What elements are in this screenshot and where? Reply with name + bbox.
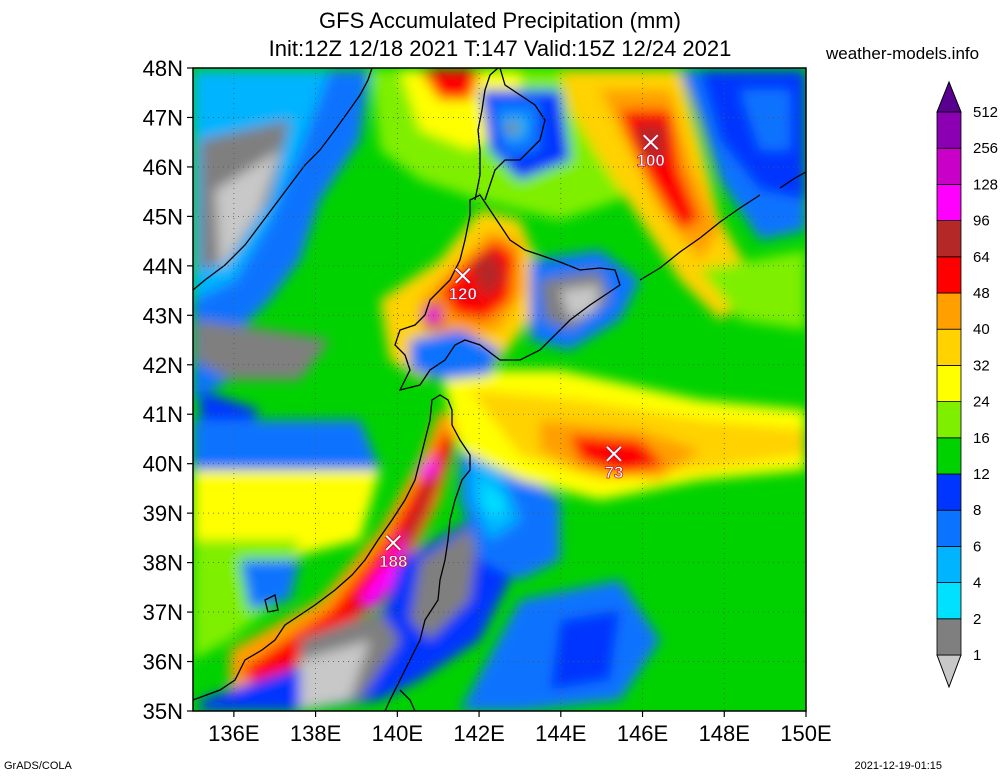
colorbar-segment bbox=[936, 147, 962, 185]
colorbar-label: 64 bbox=[973, 249, 990, 266]
y-tick-label: 46N bbox=[143, 155, 183, 180]
maxima-markers: 188 120 100 73 bbox=[379, 133, 665, 571]
y-tick-label: 44N bbox=[143, 254, 183, 279]
y-tick-label: 39N bbox=[143, 501, 183, 526]
colorbar-segment bbox=[936, 364, 962, 402]
colorbar-segment bbox=[936, 473, 962, 511]
colorbar-segment bbox=[936, 292, 962, 330]
colorbar-label: 24 bbox=[973, 394, 990, 411]
y-tick-label: 37N bbox=[143, 600, 183, 625]
colorbar-segment bbox=[936, 328, 962, 366]
y-tick-label: 38N bbox=[143, 551, 183, 576]
colorbar-max-arrow bbox=[936, 80, 962, 113]
x-tick-label: 144E bbox=[535, 721, 586, 746]
source-label: weather-models.info bbox=[826, 44, 980, 63]
colorbar-segment bbox=[936, 220, 962, 258]
maximum-value: 100 bbox=[637, 151, 665, 170]
x-tick-label: 138E bbox=[290, 721, 341, 746]
colorbar-label: 1 bbox=[973, 647, 981, 664]
colorbar-segment bbox=[936, 256, 962, 294]
colorbar-label: 96 bbox=[973, 213, 990, 230]
coastlines bbox=[193, 68, 806, 711]
colorbar-label: 40 bbox=[973, 321, 990, 338]
y-tick-label: 42N bbox=[143, 353, 183, 378]
footer-timestamp: 2021-12-19-01:15 bbox=[854, 760, 942, 772]
y-tick-label: 40N bbox=[143, 452, 183, 477]
x-tick-label: 140E bbox=[372, 721, 423, 746]
x-tick-label: 146E bbox=[617, 721, 668, 746]
maximum-marker: 73 bbox=[604, 445, 624, 482]
colorbar-label: 256 bbox=[973, 140, 998, 157]
y-tick-label: 47N bbox=[143, 105, 183, 130]
plot-frame bbox=[192, 67, 807, 712]
x-tick-label: 142E bbox=[453, 721, 504, 746]
colorbar-segment bbox=[936, 509, 962, 547]
colorbar-segment bbox=[936, 546, 962, 584]
colorbar-segment bbox=[936, 618, 962, 656]
y-tick-label: 45N bbox=[143, 204, 183, 229]
x-tick-label: 136E bbox=[208, 721, 259, 746]
colorbar-label: 12 bbox=[973, 466, 990, 483]
y-tick-label: 35N bbox=[143, 699, 183, 724]
colorbar-label: 512 bbox=[973, 104, 998, 121]
colorbar-label: 32 bbox=[973, 357, 990, 374]
maximum-value: 73 bbox=[604, 463, 623, 482]
colorbar-segment bbox=[936, 437, 962, 475]
colorbar-label: 8 bbox=[973, 502, 981, 519]
maximum-marker: 100 bbox=[636, 133, 665, 171]
colorbar-label: 128 bbox=[973, 176, 998, 193]
y-tick-label: 41N bbox=[143, 402, 183, 427]
chart-subtitle: Init:12Z 12/18 2021 T:147 Valid:15Z 12/2… bbox=[268, 36, 732, 61]
x-tick-label: 150E bbox=[780, 721, 831, 746]
y-tick-label: 36N bbox=[143, 650, 183, 675]
colorbar-segment bbox=[936, 401, 962, 439]
y-tick-label: 43N bbox=[143, 303, 183, 328]
colorbar-segment bbox=[936, 111, 962, 149]
maximum-marker: 120 bbox=[448, 267, 477, 304]
grid-lines bbox=[193, 68, 806, 711]
axis-ticks: 136E 138E 140E 142E 144E 146E 148E 150E 35N 36N 37… bbox=[143, 56, 832, 746]
colorbar-segment bbox=[936, 582, 962, 620]
chart-title: GFS Accumulated Precipitation (mm) bbox=[319, 8, 681, 33]
colorbar-label: 48 bbox=[973, 285, 990, 302]
colorbar-label: 4 bbox=[973, 575, 981, 592]
colorbar-label: 16 bbox=[973, 430, 990, 447]
colorbar-label: 2 bbox=[973, 611, 981, 628]
precipitation-field bbox=[193, 68, 806, 711]
y-tick-label: 48N bbox=[143, 56, 183, 81]
maximum-marker: 188 bbox=[379, 534, 408, 571]
colorbar-segment bbox=[936, 183, 962, 221]
maximum-value: 120 bbox=[449, 285, 477, 304]
colorbar-label: 6 bbox=[973, 538, 981, 555]
colorbar-min-arrow bbox=[936, 654, 962, 689]
x-tick-label: 148E bbox=[699, 721, 750, 746]
maximum-value: 188 bbox=[379, 552, 407, 571]
footer-software: GrADS/COLA bbox=[4, 760, 72, 772]
